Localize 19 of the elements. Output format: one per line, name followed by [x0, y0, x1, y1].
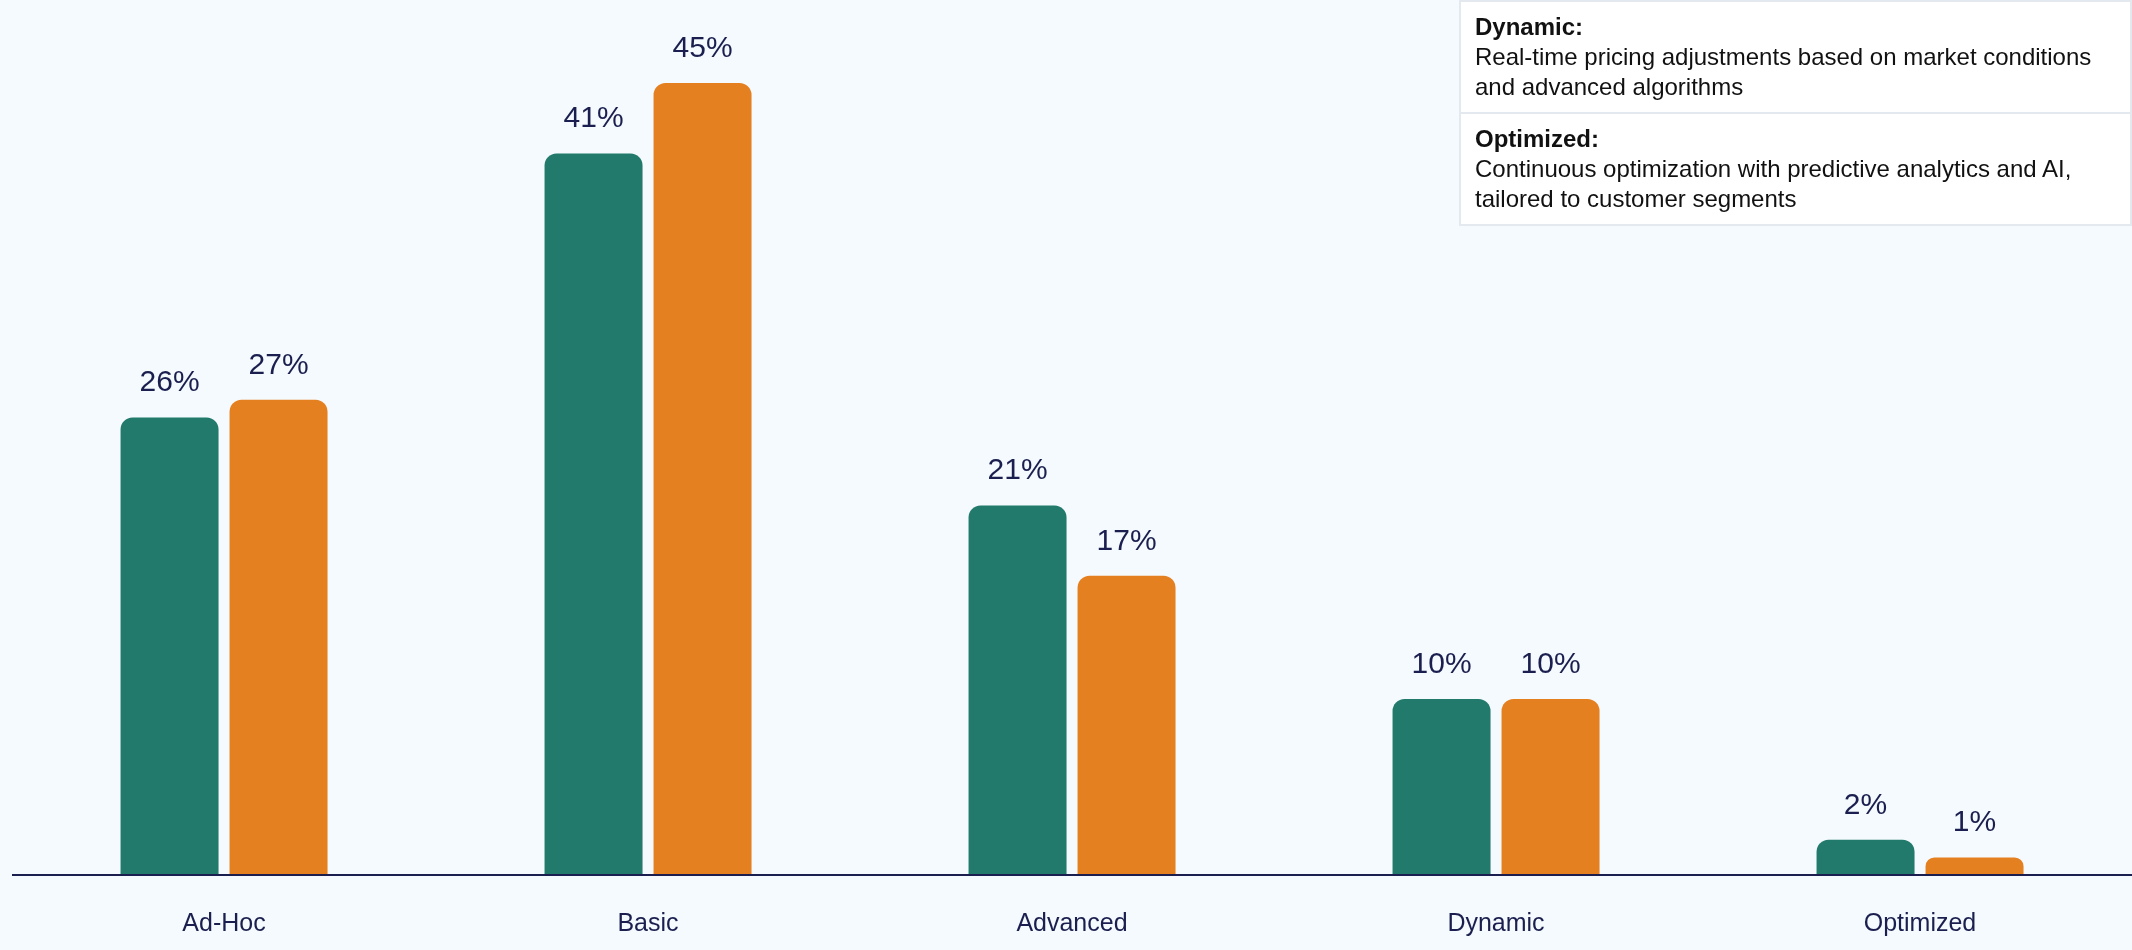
data-label: 2% — [1843, 786, 1888, 820]
data-label: 45% — [672, 30, 733, 63]
x-tick-label: Ad-Hoc — [182, 907, 266, 936]
x-tick-label: Optimized — [1863, 907, 1977, 936]
x-tick-label: Advanced — [1016, 907, 1128, 936]
data-label: 10% — [1520, 646, 1581, 679]
data-label: 26% — [139, 364, 200, 398]
data-label: 17% — [1096, 522, 1157, 556]
data-label: 27% — [248, 346, 309, 380]
data-label: 10% — [1411, 646, 1472, 679]
text: Dynamic: — [1475, 12, 1585, 42]
data-label: 41% — [563, 100, 624, 134]
annotation: Real-time pricing adjustments based on market conditions and advanced algorithms — [1475, 42, 2093, 102]
data-label: 21% — [987, 452, 1048, 486]
annotation: Optimized: — [1475, 124, 1600, 154]
data-label: 1% — [1952, 804, 1997, 838]
x-tick-label: Basic — [617, 907, 679, 936]
x-tick-label: Dynamic — [1447, 907, 1545, 936]
annotation: Continuous optimization with predictive analytics and AI, tailored to customer segments — [1475, 154, 2073, 214]
